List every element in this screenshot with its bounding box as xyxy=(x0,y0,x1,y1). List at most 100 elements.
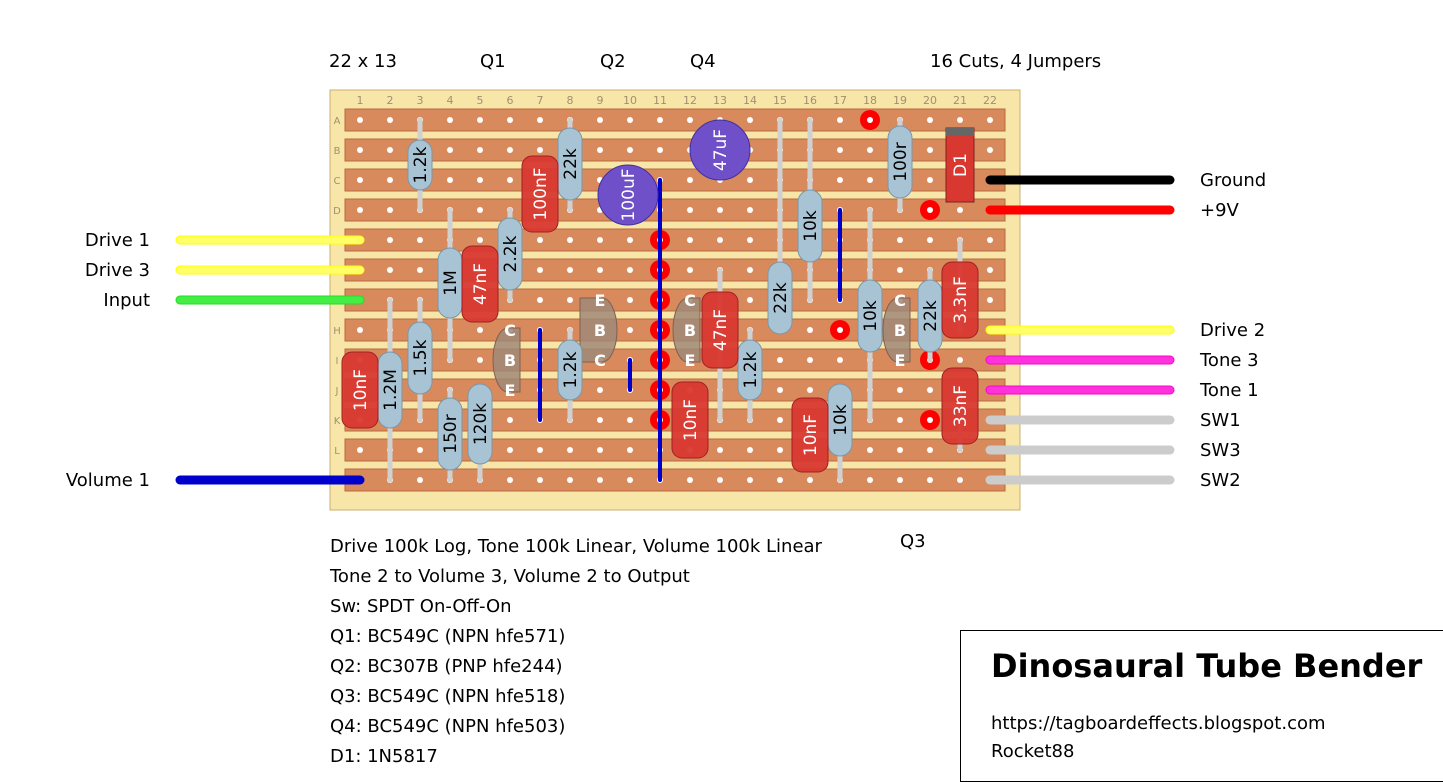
strip-hole xyxy=(717,237,723,243)
strip-hole xyxy=(597,417,603,423)
strip-hole xyxy=(627,147,633,153)
strip-hole xyxy=(867,447,873,453)
column-label: 22 xyxy=(983,94,997,107)
cut-mark xyxy=(920,200,940,220)
strip-hole xyxy=(627,447,633,453)
column-label: 1 xyxy=(357,94,364,107)
label-d1: D1 xyxy=(951,153,971,177)
strip-hole xyxy=(987,147,993,153)
column-label: 18 xyxy=(863,94,877,107)
strip-hole xyxy=(777,357,783,363)
wire-label-drive3: Drive 3 xyxy=(84,260,150,281)
strip-hole xyxy=(897,477,903,483)
label-c-47nf-b: 47nF xyxy=(711,309,731,351)
label-r-100r: 100r xyxy=(891,142,911,181)
note-line: Q1: BC549C (NPN hfe571) xyxy=(330,626,566,647)
wire-label-9v: +9V xyxy=(1200,200,1239,221)
strip-hole xyxy=(687,267,693,273)
blog-url: https://tagboardeffects.blogspot.com xyxy=(991,713,1326,734)
column-label: 17 xyxy=(833,94,847,107)
column-label: 15 xyxy=(773,94,787,107)
row-label: I xyxy=(336,356,339,367)
column-label: 10 xyxy=(623,94,637,107)
strip-hole xyxy=(417,477,423,483)
strip-hole xyxy=(537,117,543,123)
label-r-120k: 120k xyxy=(471,403,491,445)
copper-strip xyxy=(344,198,1006,222)
copper-strip xyxy=(344,108,1006,132)
strip-hole xyxy=(357,327,363,333)
strip-hole xyxy=(807,477,813,483)
transistor-q1 xyxy=(492,327,521,393)
strip-hole xyxy=(627,327,633,333)
note-line: Q3: BC549C (NPN hfe518) xyxy=(330,686,566,707)
q2-pin-e: E xyxy=(595,291,606,310)
label-r-22k-c: 22k xyxy=(921,300,941,332)
label-r-10k-a: 10k xyxy=(801,210,821,242)
label-r-150r: 150r xyxy=(441,414,461,453)
strip-hole xyxy=(747,207,753,213)
column-label: 12 xyxy=(683,94,697,107)
strip-hole xyxy=(837,357,843,363)
strip-hole xyxy=(987,297,993,303)
strip-hole xyxy=(777,387,783,393)
strip-hole xyxy=(387,237,393,243)
column-label: 9 xyxy=(597,94,604,107)
strip-hole xyxy=(537,447,543,453)
q3-pin-e: E xyxy=(895,351,906,370)
strip-hole xyxy=(927,387,933,393)
strip-hole xyxy=(387,267,393,273)
strip-hole xyxy=(957,357,963,363)
strip-hole xyxy=(627,297,633,303)
q4-pin-b: B xyxy=(684,321,696,340)
strip-hole xyxy=(897,267,903,273)
wire-label-ground: Ground xyxy=(1200,170,1267,191)
wire-label-sw1: SW1 xyxy=(1200,410,1241,431)
strip-hole xyxy=(717,207,723,213)
q4-pin-e: E xyxy=(685,351,696,370)
author-name: Rocket88 xyxy=(991,741,1075,762)
strip-hole xyxy=(567,267,573,273)
strip-hole xyxy=(597,267,603,273)
strip-hole xyxy=(477,147,483,153)
strip-hole xyxy=(687,237,693,243)
q3-footer-label: Q3 xyxy=(900,531,926,552)
label-e-47uf: 47uF xyxy=(711,129,731,171)
strip-hole xyxy=(717,477,723,483)
strip-hole xyxy=(927,147,933,153)
strip-hole xyxy=(537,297,543,303)
note-line: Q2: BC307B (PNP hfe244) xyxy=(330,656,563,677)
strip-hole xyxy=(537,477,543,483)
cut-mark xyxy=(860,110,880,130)
strip-hole xyxy=(387,117,393,123)
column-label: 6 xyxy=(507,94,514,107)
label-c-100nf: 100nF xyxy=(531,167,551,220)
note-line: D1: 1N5817 xyxy=(330,746,438,767)
strip-hole xyxy=(507,117,513,123)
film-capacitors xyxy=(341,155,979,473)
cuts-jumpers-label: 16 Cuts, 4 Jumpers xyxy=(930,51,1102,72)
strip-hole xyxy=(747,267,753,273)
strip-hole xyxy=(567,477,573,483)
q4-header-label: Q4 xyxy=(690,51,716,72)
strip-hole xyxy=(387,147,393,153)
strip-hole xyxy=(897,447,903,453)
label-c-47nf-a: 47nF xyxy=(471,263,491,305)
strip-hole xyxy=(717,447,723,453)
strip-hole xyxy=(957,117,963,123)
strip-hole xyxy=(687,177,693,183)
strip-hole xyxy=(507,447,513,453)
wire-label-volume1: Volume 1 xyxy=(65,470,150,491)
label-r-22k-b: 22k xyxy=(771,282,791,314)
jumpers xyxy=(538,178,842,482)
strip-hole xyxy=(627,117,633,123)
label-c-10nf-c: 10nF xyxy=(801,414,821,456)
column-label: 11 xyxy=(653,94,667,107)
transistor-q2 xyxy=(579,297,618,363)
strip-hole xyxy=(927,237,933,243)
strip-hole xyxy=(627,477,633,483)
wire-label-sw2: SW2 xyxy=(1200,470,1241,491)
strip-hole xyxy=(447,117,453,123)
strip-hole xyxy=(687,477,693,483)
title-box: Dinosaural Tube Bender https://tagboarde… xyxy=(960,630,1443,782)
